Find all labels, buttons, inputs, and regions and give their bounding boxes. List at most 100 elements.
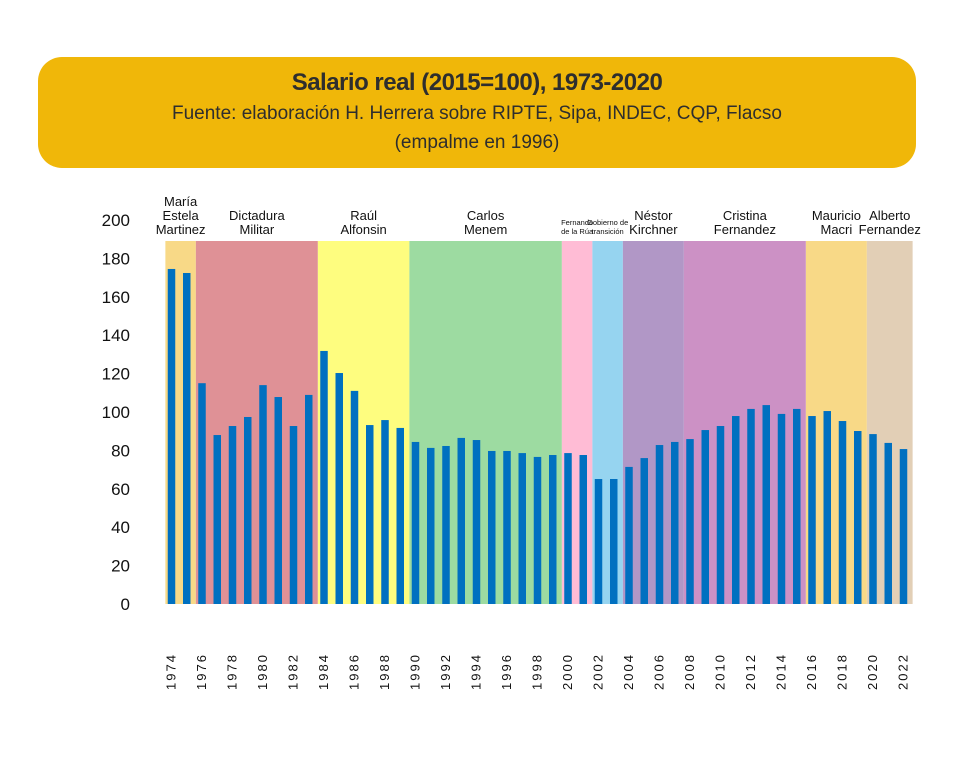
bar xyxy=(366,425,374,604)
x-tick-label: 1980 xyxy=(255,653,270,690)
bar xyxy=(335,373,343,604)
period-band xyxy=(317,241,410,604)
chart-title: Salario real (2015=100), 1973-2020 xyxy=(291,69,663,96)
y-tick-label: 100 xyxy=(102,403,130,422)
x-tick-label: 1982 xyxy=(286,653,301,690)
bar xyxy=(671,441,679,604)
x-tick-label: 1984 xyxy=(316,653,331,690)
bar xyxy=(854,431,862,604)
x-tick-label: 1988 xyxy=(377,653,392,690)
bar xyxy=(533,456,542,604)
period-label: Mauricio xyxy=(812,208,861,223)
bar xyxy=(381,420,389,604)
period-label: Macri xyxy=(820,222,852,237)
period-label: transición xyxy=(592,227,624,236)
y-tick-label: 20 xyxy=(111,557,130,576)
bar xyxy=(899,449,908,604)
x-tick-label: 1986 xyxy=(347,653,362,690)
bar xyxy=(198,383,206,604)
bar xyxy=(655,445,664,604)
x-tick-label: 2014 xyxy=(774,653,789,690)
x-tick-label: 1994 xyxy=(469,653,484,690)
y-tick-label: 0 xyxy=(121,595,130,614)
title-banner: Salario real (2015=100), 1973-2020 Fuent… xyxy=(38,57,916,168)
bar xyxy=(411,441,420,604)
bar xyxy=(732,416,740,604)
bar xyxy=(777,413,786,604)
bar xyxy=(640,458,648,604)
bar xyxy=(289,426,298,604)
bar xyxy=(808,416,816,604)
bar xyxy=(305,394,313,604)
x-axis: 1974 1976 1978 1980 1982 1984 1986 1988 1990 1992… xyxy=(164,653,911,690)
bar xyxy=(762,405,770,604)
x-tick-label: 2012 xyxy=(743,653,758,690)
x-tick-label: 2010 xyxy=(713,653,728,690)
y-tick-label: 120 xyxy=(102,365,130,384)
x-tick-label: 2006 xyxy=(652,653,667,690)
bar xyxy=(793,408,801,604)
period-label: de la Rúa xyxy=(561,227,594,236)
bar xyxy=(350,390,359,604)
period-label: Militar xyxy=(240,222,275,237)
period-label: Fernandez xyxy=(859,222,921,237)
period-label: Dictadura xyxy=(229,208,285,223)
bar xyxy=(213,435,221,604)
x-tick-label: 1996 xyxy=(499,653,514,690)
bar xyxy=(503,450,511,604)
period-label: Alfonsin xyxy=(341,222,387,237)
bar xyxy=(518,453,526,604)
x-tick-label: 1990 xyxy=(408,653,423,690)
period-label: Kirchner xyxy=(629,222,678,237)
chart-source: Fuente: elaboración H. Herrera sobre RIP… xyxy=(171,103,782,124)
bar xyxy=(274,397,282,604)
y-axis: 0 20 40 60 80 100 120 140 160 180 200 xyxy=(102,211,130,614)
x-tick-label: 2020 xyxy=(865,653,880,690)
bar xyxy=(427,447,435,604)
bar xyxy=(869,434,877,604)
period-label: Néstor xyxy=(634,208,673,223)
bar xyxy=(610,479,618,604)
y-tick-label: 40 xyxy=(111,518,130,537)
x-tick-label: 2022 xyxy=(896,653,911,690)
period-label: Estela xyxy=(163,208,200,223)
bar xyxy=(549,455,557,604)
period-label: Carlos xyxy=(467,208,505,223)
x-tick-label: 2000 xyxy=(560,653,575,690)
x-tick-label: 2008 xyxy=(682,653,697,690)
bar xyxy=(442,445,450,604)
bars xyxy=(167,268,908,604)
period-label: Martinez xyxy=(156,222,206,237)
bar xyxy=(244,416,252,604)
x-tick-label: 2002 xyxy=(591,653,606,690)
chart-source-note: (empalme en 1996) xyxy=(394,132,560,153)
period-label: Gobierno de xyxy=(587,218,628,227)
period-label: Cristina xyxy=(723,208,768,223)
y-tick-label: 160 xyxy=(102,288,130,307)
bar xyxy=(686,439,694,604)
bar xyxy=(838,421,847,604)
bar xyxy=(457,437,465,604)
period-label: Alberto xyxy=(869,208,910,223)
bar xyxy=(396,427,404,604)
bar xyxy=(320,350,328,604)
x-tick-label: 1978 xyxy=(225,653,240,690)
y-tick-label: 180 xyxy=(102,249,130,268)
bar xyxy=(472,440,481,604)
period-labels: MaríaEstelaMartinezDictaduraMilitarRaúlA… xyxy=(156,194,921,237)
period-label: Fernandez xyxy=(714,222,776,237)
x-tick-label: 1998 xyxy=(530,653,545,690)
bar xyxy=(167,268,176,604)
y-tick-label: 200 xyxy=(102,211,130,230)
y-tick-label: 60 xyxy=(111,480,130,499)
x-tick-label: 1976 xyxy=(194,653,209,690)
x-tick-label: 2018 xyxy=(835,653,850,690)
bar xyxy=(259,385,267,604)
bar xyxy=(823,411,831,604)
bar xyxy=(747,408,755,604)
period-label: Raúl xyxy=(350,208,377,223)
bar xyxy=(488,450,496,604)
y-tick-label: 140 xyxy=(102,326,130,345)
bar xyxy=(884,442,892,604)
bar xyxy=(625,466,633,604)
